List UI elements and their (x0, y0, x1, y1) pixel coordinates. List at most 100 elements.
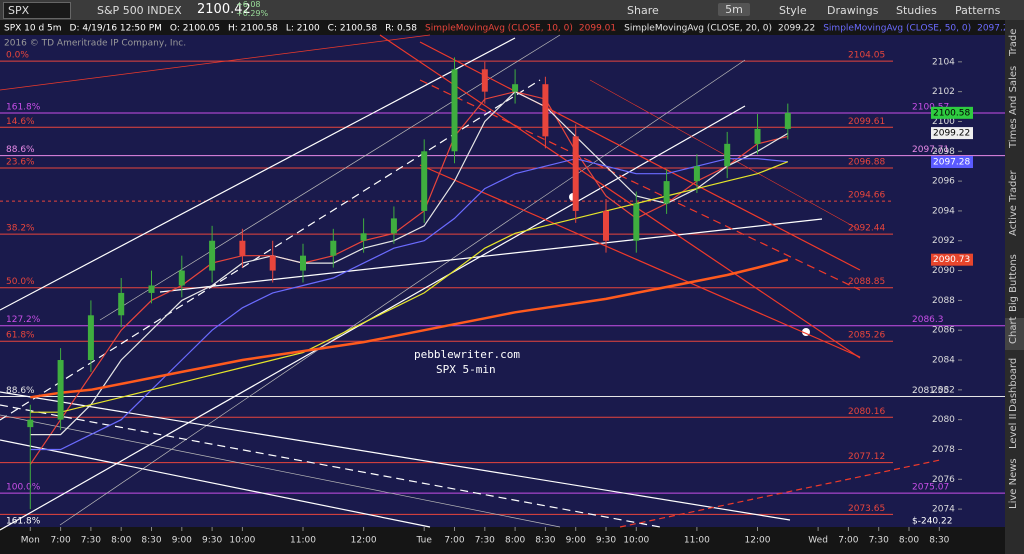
level-value: 2077.12 (848, 452, 885, 462)
y-tick-label: 2078 (932, 445, 955, 455)
candle-body (300, 255, 306, 271)
trendlines (0, 34, 941, 531)
level-label: 161.8% (6, 517, 41, 527)
info-open: O: 2100.05 (170, 24, 220, 34)
side-tab-label: Big Buttons (1008, 254, 1019, 312)
level-value: 2097.71 (912, 145, 949, 155)
x-tick-label: 9:00 (566, 536, 586, 546)
y-tick-label: 2084 (932, 356, 955, 366)
x-tick-label: 9:30 (596, 536, 616, 546)
symbol-box[interactable]: SPX (3, 2, 71, 19)
trendline (419, 41, 861, 271)
copyright: 2016 © TD Ameritrade IP Company, Inc. (4, 39, 186, 49)
level-value: 2086.3 (912, 315, 944, 325)
side-tab[interactable]: Level II (1005, 414, 1024, 455)
legend-name: SimpleMovingAvg (CLOSE, 50, 0) (823, 24, 971, 34)
side-tab-label: Chart (1008, 316, 1019, 344)
side-tab-label: Active Trader (1008, 170, 1019, 236)
change: +6.08 (236, 0, 261, 9)
moving-average (30, 161, 789, 413)
trendline (619, 459, 941, 528)
side-tab[interactable]: Trade (1005, 20, 1024, 62)
patterns-button[interactable]: Patterns (955, 4, 1001, 17)
y-tick-label: 2092 (932, 236, 955, 246)
price-badge-label: 2097.28 (933, 158, 970, 168)
level-value: 2104.05 (848, 51, 885, 61)
trendline (59, 59, 746, 526)
annotation: SPX 5-min (436, 363, 496, 376)
x-tick-label: Tue (416, 536, 433, 546)
x-tick-label: 7:00 (444, 536, 464, 546)
level-value: 2094.66 (848, 191, 885, 201)
price-badge-label: 2100.58 (933, 108, 970, 118)
side-tab[interactable]: Dashboard (1005, 350, 1024, 418)
price-badge (931, 106, 973, 119)
candle-body (178, 270, 185, 286)
y-tick-label: 2088 (932, 296, 955, 306)
x-tick-label: 7:00 (50, 536, 70, 546)
x-tick-label: 7:30 (81, 536, 101, 546)
x-tick-label: 12:00 (351, 536, 377, 546)
side-tab[interactable]: Live News (1005, 455, 1024, 515)
x-tick-label: 7:30 (869, 536, 889, 546)
level-name: 38.2% (6, 224, 35, 234)
side-tab[interactable]: Times And Sales (1005, 62, 1024, 154)
style-button[interactable]: Style (779, 4, 807, 17)
price-badge (931, 253, 973, 266)
candle-body (421, 151, 428, 211)
drawings-button[interactable]: Drawings (827, 4, 879, 17)
y-tick-label: 2096 (932, 177, 955, 187)
trendline (159, 218, 823, 293)
level-value: 2100.57 (912, 102, 949, 112)
y-tick-label: 2082 (932, 385, 955, 395)
side-tab[interactable]: Active Trader (1005, 154, 1024, 242)
level-name: 88.6% (6, 145, 35, 155)
level-value: 2073.65 (848, 504, 885, 514)
x-tick-label: 7:30 (475, 536, 495, 546)
y-tick-label: 2102 (932, 87, 955, 97)
x-tick-label: 9:30 (202, 536, 222, 546)
x-tick-label: Wed (808, 536, 828, 546)
symbol: SPX (8, 4, 30, 17)
level-name: 127.2% (6, 315, 41, 325)
candle-body (633, 203, 640, 241)
legend-value: 2099.22 (778, 24, 815, 34)
info-date: D: 4/19/16 12:50 PM (70, 24, 162, 34)
candle-body (239, 240, 246, 256)
info-high: H: 2100.58 (228, 24, 278, 34)
price-badge-label: 2099.22 (933, 129, 970, 139)
x-tick-label: 7:00 (838, 536, 858, 546)
side-tab[interactable]: Chart (1005, 316, 1024, 350)
x-tick-label: 12:00 (745, 536, 771, 546)
level-name: 23.6% (6, 157, 35, 167)
side-tab-label: Trade (1008, 28, 1019, 56)
annotation: pebblewriter.com (414, 348, 520, 361)
candle-body (360, 233, 367, 241)
y-tick-label: 2100 (932, 117, 955, 127)
time-axis (0, 527, 1005, 554)
candle-body (27, 419, 34, 428)
side-tab[interactable]: Big Buttons (1005, 242, 1024, 318)
y-tick-label: 2076 (932, 475, 955, 485)
candle-body (663, 181, 670, 204)
interval-button[interactable]: 5m (718, 3, 750, 16)
trendline (0, 391, 791, 521)
info-range: R: 0.58 (385, 24, 417, 34)
y-tick-label: 2074 (932, 505, 955, 515)
side-tab-label: Level II (1008, 413, 1019, 449)
price-badge (931, 127, 973, 140)
change-pct: +0.29% (236, 9, 269, 18)
info-close: C: 2100.58 (328, 24, 378, 34)
trendline (0, 34, 431, 91)
level-name: 50.0% (6, 277, 35, 287)
candle-body (542, 84, 549, 137)
studies-button[interactable]: Studies (896, 4, 937, 17)
chart: 2016 © TD Ameritrade IP Company, Inc. pe… (0, 20, 1005, 554)
toolbar: SPX S&P 500 INDEX 2100.42 +6.08 +0.29% S… (0, 0, 1024, 20)
candle-body (209, 240, 216, 271)
level-value: 2080.16 (848, 407, 885, 417)
annotation: $-240.22 (912, 517, 952, 527)
share-button[interactable]: Share (627, 4, 659, 17)
trendline (0, 79, 541, 421)
level-value: 2096.88 (848, 157, 885, 167)
